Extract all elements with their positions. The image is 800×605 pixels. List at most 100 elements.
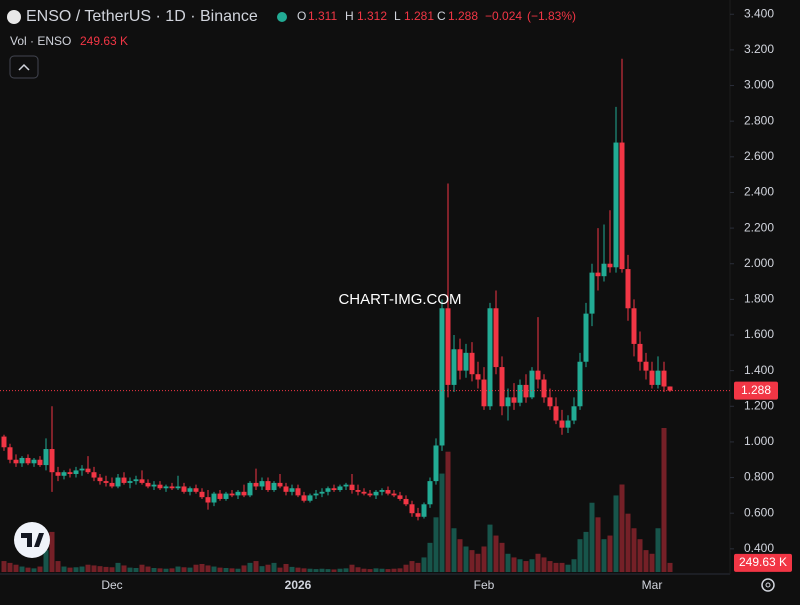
volume-bar: [565, 564, 571, 572]
candle-body: [295, 488, 301, 496]
candle-body: [601, 263, 607, 277]
candle-body: [403, 498, 409, 505]
volume-bar: [289, 566, 295, 572]
candle-body: [373, 491, 379, 496]
volume-bar: [109, 567, 115, 572]
candle-body: [619, 142, 625, 270]
candle-body: [517, 384, 523, 403]
tv-logo-mark: [21, 533, 44, 547]
candle-body: [529, 370, 535, 398]
volume-bar: [1, 561, 7, 572]
volume-bar: [427, 542, 433, 572]
y-tick-label: 0.400: [744, 541, 774, 555]
candle-body: [91, 472, 97, 478]
settings-icon-center: [765, 582, 771, 588]
ohlc-value: 1.288: [448, 9, 478, 23]
candle-body: [463, 352, 469, 371]
candle-body: [235, 491, 241, 496]
volume-bar: [295, 567, 301, 572]
candle-body: [553, 406, 559, 421]
candle-body: [583, 313, 589, 362]
volume-bar: [469, 550, 475, 572]
candle-body: [43, 449, 49, 466]
volume-bar: [349, 564, 355, 572]
candle-body: [595, 272, 601, 277]
volume-bar: [637, 539, 643, 572]
volume-bar: [331, 569, 337, 572]
candle-body: [397, 495, 403, 499]
candle-body: [151, 484, 157, 487]
collapse-button[interactable]: [9, 55, 39, 79]
candle-body: [109, 482, 115, 487]
volume-bar: [397, 568, 403, 572]
y-tick-label: 3.400: [744, 6, 774, 20]
volume-bar: [583, 531, 589, 572]
volume-badge: [734, 553, 792, 572]
candle-body: [133, 479, 139, 482]
candle-body: [139, 479, 145, 483]
last-price-label: 1.288: [741, 383, 771, 397]
volume-bar: [433, 517, 439, 572]
change-pct: (−1.83%): [527, 9, 576, 23]
volume-bar: [505, 553, 511, 572]
candle-body: [301, 495, 307, 501]
volume-bar: [313, 569, 319, 572]
volume-bar: [553, 562, 559, 572]
volume-bar: [229, 568, 235, 572]
candle-body: [67, 472, 73, 474]
volume-bar: [133, 567, 139, 572]
volume-bar: [373, 568, 379, 572]
candle-body: [541, 379, 547, 398]
candle-body: [649, 370, 655, 385]
y-tick-label: 2.600: [744, 149, 774, 163]
y-tick-label: 1.000: [744, 434, 774, 448]
symbol-title: ENSO / TetherUS · 1D · Binance: [26, 8, 258, 25]
volume-bar: [55, 561, 61, 572]
settings-icon[interactable]: [761, 578, 775, 592]
candle-body: [1, 436, 7, 448]
candle-body: [79, 468, 85, 471]
candle-body: [175, 486, 181, 489]
volume-bar: [79, 566, 85, 572]
watermark: CHART-IMG.COM: [338, 291, 461, 308]
volume-bar: [127, 567, 133, 572]
volume-bar: [535, 553, 541, 572]
candle-body: [379, 490, 385, 492]
volume-bar: [181, 567, 187, 572]
candle-body: [343, 484, 349, 487]
candle-body: [331, 488, 337, 491]
candle-body: [559, 420, 565, 428]
candle-body: [307, 495, 313, 501]
volume-bar: [49, 531, 55, 572]
volume-bar: [151, 567, 157, 572]
volume-bar: [571, 559, 577, 572]
volume-bar: [661, 428, 667, 572]
candle-body: [511, 397, 517, 403]
candle-body: [55, 472, 61, 476]
volume-bar: [217, 567, 223, 572]
volume-bar: [649, 553, 655, 572]
volume-bar: [643, 550, 649, 572]
volume-bar: [529, 559, 535, 572]
volume-bar: [463, 546, 469, 572]
last-price-badge: [734, 381, 778, 400]
ohlc-value: 1.311: [308, 9, 337, 23]
volume-bar: [631, 528, 637, 572]
volume-value: 249.63 K: [80, 34, 128, 48]
candle-body: [493, 308, 499, 368]
status-dot: [277, 12, 287, 22]
volume-bar: [103, 566, 109, 572]
volume-bar: [523, 561, 529, 572]
candle-body: [589, 272, 595, 314]
volume-bar: [13, 564, 19, 572]
volume-bar: [385, 569, 391, 572]
volume-bar: [7, 562, 13, 572]
candle-body: [565, 420, 571, 428]
candle-body: [157, 484, 163, 489]
candle-body: [289, 488, 295, 492]
candle-body: [223, 493, 229, 499]
volume-bar: [139, 564, 145, 572]
y-tick-label: 3.000: [744, 78, 774, 92]
volume-bar: [619, 484, 625, 572]
